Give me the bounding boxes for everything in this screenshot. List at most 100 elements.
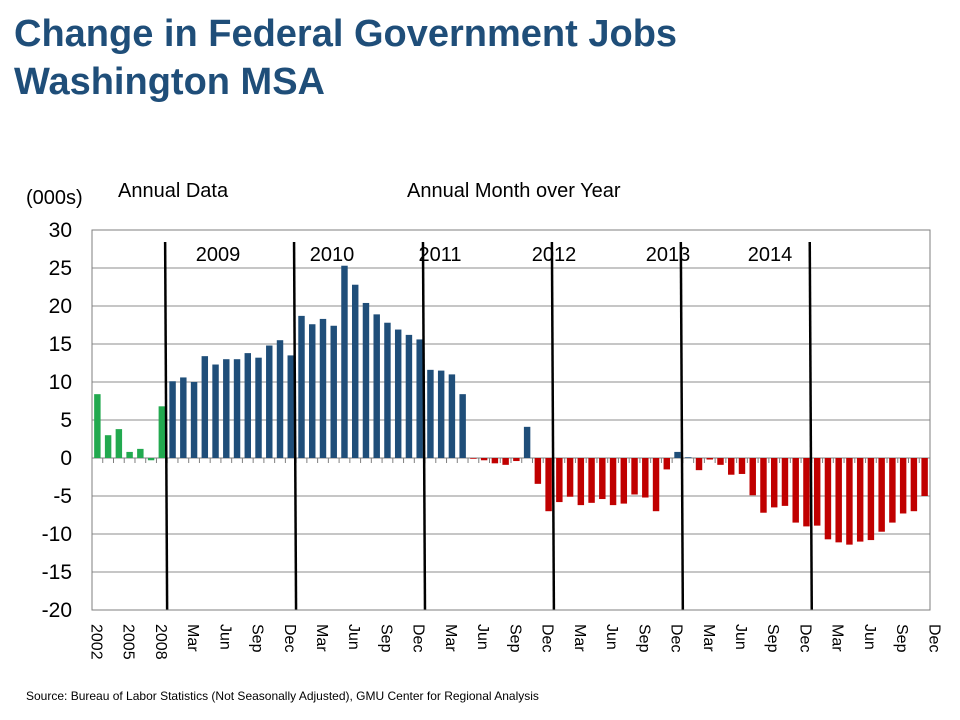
bar-monthly <box>480 458 488 461</box>
bar-monthly <box>319 318 327 458</box>
bar-annual <box>104 435 112 458</box>
bar-monthly <box>491 458 499 464</box>
bar-monthly <box>287 355 294 458</box>
x-tick-label: Jun <box>732 624 749 650</box>
x-tick-label: Dec <box>925 624 942 652</box>
bar-monthly <box>803 458 810 527</box>
bar-monthly <box>642 458 649 498</box>
period-label: 2009 <box>196 244 241 266</box>
bar-monthly <box>330 325 337 458</box>
y-tick-label: 30 <box>49 219 72 242</box>
y-tick-label: -5 <box>53 485 72 508</box>
bar-monthly <box>717 458 724 465</box>
bar-monthly <box>899 458 907 514</box>
period-label: 2014 <box>748 244 793 266</box>
x-tick-label: Sep <box>893 624 910 653</box>
bar-monthly <box>459 394 466 458</box>
x-tick-label: Mar <box>571 624 588 652</box>
x-tick-label: Sep <box>635 624 652 653</box>
bar-monthly <box>437 370 445 458</box>
bar-monthly <box>309 324 316 458</box>
year-separator-line <box>292 241 298 611</box>
bar-monthly <box>695 458 703 471</box>
bar-monthly <box>502 458 509 465</box>
bar-monthly <box>867 458 875 541</box>
bar-monthly <box>706 458 713 460</box>
bar-monthly <box>685 457 692 458</box>
x-tick-label: Dec <box>796 624 813 652</box>
bar-monthly <box>760 458 767 513</box>
bar-monthly <box>781 458 789 506</box>
x-tick-label: Jun <box>216 624 233 650</box>
bar-monthly <box>244 353 252 458</box>
bar-monthly <box>362 302 370 458</box>
bar-monthly <box>824 458 832 540</box>
bar-monthly <box>609 458 617 506</box>
bar-monthly <box>599 458 606 500</box>
bar-monthly <box>792 458 799 523</box>
gridlines <box>91 229 931 611</box>
bar-monthly <box>878 458 885 532</box>
x-tick-label: Jun <box>474 624 491 650</box>
bar-monthly <box>856 458 864 542</box>
bar-monthly <box>921 458 928 496</box>
x-tick-label: Dec <box>410 624 427 652</box>
bar-annual <box>94 394 101 458</box>
period-labels: 2009 2010 2011 2012 2013 2014 <box>196 244 793 266</box>
chart-title: Change in Federal Government Jobs Washin… <box>14 10 677 106</box>
bar-monthly <box>910 458 918 512</box>
title-line-2: Washington MSA <box>14 61 325 103</box>
y-tick-label: 20 <box>49 295 72 318</box>
year-separator-line <box>550 241 556 611</box>
bar-monthly <box>201 356 209 458</box>
annotation-month-over-year: Annual Month over Year <box>407 180 621 202</box>
bar-monthly <box>846 458 853 545</box>
bar-monthly <box>534 458 542 484</box>
x-tick-label: 2005 <box>120 624 137 660</box>
bar-monthly <box>384 322 391 458</box>
bar-monthly <box>813 458 821 526</box>
annotation-annual-data: Annual Data <box>118 180 229 202</box>
x-tick-label: Sep <box>506 624 523 653</box>
x-tick-label: Dec <box>539 624 556 652</box>
x-tick-label: Jun <box>603 624 620 650</box>
bar-monthly <box>266 345 273 458</box>
bar-monthly <box>416 339 423 458</box>
bar-annual <box>137 448 144 458</box>
bar-monthly <box>255 357 262 458</box>
bar-monthly <box>523 426 531 458</box>
y-tick-label: 0 <box>60 447 72 470</box>
bar-annual <box>147 458 155 461</box>
x-tick-label: Mar <box>313 624 330 652</box>
bars <box>94 265 928 545</box>
y-tick-label: -15 <box>42 561 72 584</box>
bar-annual <box>158 406 166 458</box>
y-tick-label: 5 <box>60 409 72 432</box>
x-tick-label: Mar <box>958 624 960 652</box>
x-axis-tick-labels: 2002 2005 2008 Mar Jun Sep Dec Mar Jun Sep Dec Mar J… <box>87 624 960 660</box>
bar-monthly <box>545 458 552 512</box>
period-label: 2012 <box>532 244 577 266</box>
bar-monthly <box>212 364 219 458</box>
period-label: 2011 <box>418 244 461 266</box>
bar-monthly <box>513 458 520 462</box>
bar-monthly <box>470 458 477 459</box>
x-tick-label: 2002 <box>87 624 104 660</box>
bar-monthly <box>577 458 585 506</box>
bar-annual <box>126 451 133 458</box>
bar-monthly <box>427 369 434 458</box>
plot-area-border <box>91 229 931 611</box>
bar-monthly <box>190 382 198 458</box>
x-tick-label: Sep <box>764 624 781 653</box>
bar-monthly <box>223 359 230 458</box>
bar-monthly <box>620 458 628 504</box>
year-separator-line <box>421 241 427 611</box>
bar-annual <box>115 429 123 458</box>
bar-monthly <box>351 284 359 458</box>
bar-monthly <box>233 359 241 458</box>
year-separator-line <box>679 241 685 611</box>
title-line-1: Change in Federal Government Jobs <box>14 13 678 55</box>
bar-monthly <box>631 458 638 495</box>
x-tick-label: Sep <box>249 624 266 653</box>
x-tick-label: Mar <box>700 624 717 652</box>
